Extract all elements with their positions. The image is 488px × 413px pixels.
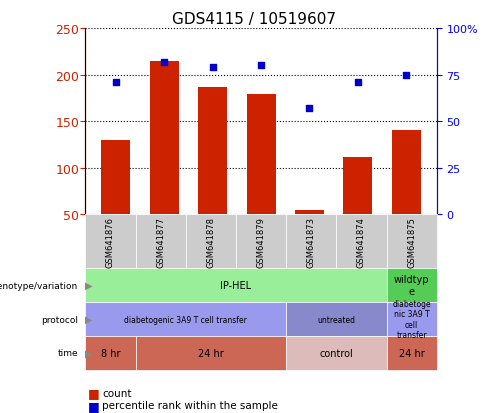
Text: genotype/variation: genotype/variation <box>0 281 78 290</box>
Bar <box>392 131 421 215</box>
Point <box>403 72 410 78</box>
Text: GSM641878: GSM641878 <box>206 216 215 267</box>
Text: untreated: untreated <box>317 315 355 324</box>
Text: IP-HEL: IP-HEL <box>221 280 251 290</box>
Text: 24 hr: 24 hr <box>198 348 224 358</box>
Text: GDS4115 / 10519607: GDS4115 / 10519607 <box>172 12 336 27</box>
Text: diabetogenic 3A9 T cell transfer: diabetogenic 3A9 T cell transfer <box>124 315 247 324</box>
Text: ■: ■ <box>88 386 100 399</box>
Point <box>112 79 120 86</box>
Point <box>161 59 168 66</box>
Bar <box>102 140 130 215</box>
Text: GSM641875: GSM641875 <box>407 216 416 267</box>
Text: GSM641876: GSM641876 <box>106 216 115 267</box>
Bar <box>198 88 227 215</box>
Point <box>257 63 265 69</box>
Text: 24 hr: 24 hr <box>399 348 425 358</box>
Text: time: time <box>58 349 78 358</box>
Bar <box>150 62 179 215</box>
Text: 8 hr: 8 hr <box>101 348 120 358</box>
Text: percentile rank within the sample: percentile rank within the sample <box>102 400 278 410</box>
Text: ▶: ▶ <box>85 348 93 358</box>
Text: ■: ■ <box>88 399 100 412</box>
Text: GSM641877: GSM641877 <box>156 216 165 267</box>
Text: count: count <box>102 388 132 398</box>
Text: control: control <box>320 348 353 358</box>
Text: wildtyp
e: wildtyp e <box>394 275 429 296</box>
Text: protocol: protocol <box>41 315 78 324</box>
Bar <box>344 157 372 215</box>
Point <box>354 79 362 86</box>
Text: ▶: ▶ <box>85 314 93 324</box>
Point <box>209 64 217 71</box>
Bar <box>246 95 276 215</box>
Text: GSM641879: GSM641879 <box>257 216 265 267</box>
Point <box>305 105 313 112</box>
Text: diabetoge
nic 3A9 T
cell
transfer: diabetoge nic 3A9 T cell transfer <box>392 299 431 339</box>
Text: GSM641873: GSM641873 <box>307 216 316 267</box>
Text: ▶: ▶ <box>85 280 93 290</box>
Text: GSM641874: GSM641874 <box>357 216 366 267</box>
Bar <box>295 210 324 215</box>
